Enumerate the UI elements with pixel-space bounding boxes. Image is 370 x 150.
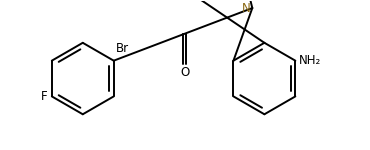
Text: Br: Br [116, 42, 129, 55]
Text: N: N [242, 2, 250, 15]
Text: O: O [180, 66, 189, 79]
Text: F: F [41, 90, 48, 103]
Text: NH₂: NH₂ [299, 54, 322, 67]
